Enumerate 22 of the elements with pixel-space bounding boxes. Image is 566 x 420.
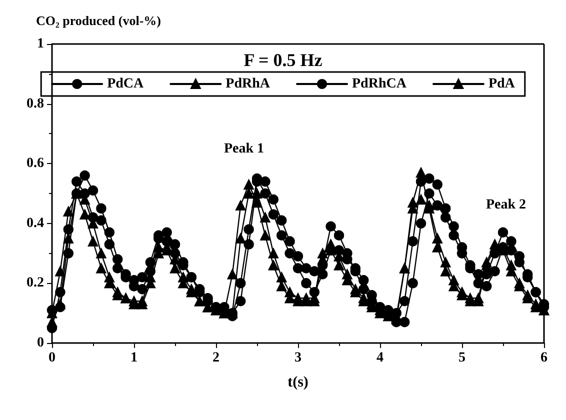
x-axis-title: t(s) xyxy=(288,374,308,390)
x-tick-label: 4 xyxy=(376,350,384,366)
chart-title: F = 0.5 Hz xyxy=(244,50,322,70)
y-tick-label: 0.8 xyxy=(26,96,44,112)
x-tick-label: 0 xyxy=(48,350,56,366)
legend-label: PdCA xyxy=(107,76,145,92)
x-tick-label: 1 xyxy=(130,350,138,366)
legend-label: PdRhCA xyxy=(352,76,408,92)
legend-label: PdA xyxy=(488,76,516,92)
y-tick-label: 0.2 xyxy=(26,276,44,291)
y-axis-title: CO₂ produced (vol-%) xyxy=(36,13,161,28)
x-tick-label: 3 xyxy=(294,350,302,366)
legend-label: PdRhA xyxy=(226,76,271,92)
y-tick-label: 0 xyxy=(37,336,44,350)
annotation: Peak 1 xyxy=(224,142,264,156)
y-tick-label: 0.6 xyxy=(26,156,44,172)
x-tick-label: 5 xyxy=(458,350,466,366)
y-tick-label: 1 xyxy=(37,36,44,52)
x-tick-label: 6 xyxy=(540,350,548,366)
y-tick-label: 0.4 xyxy=(26,216,44,231)
annotation: Peak 2 xyxy=(486,198,526,212)
x-tick-label: 2 xyxy=(212,350,220,366)
